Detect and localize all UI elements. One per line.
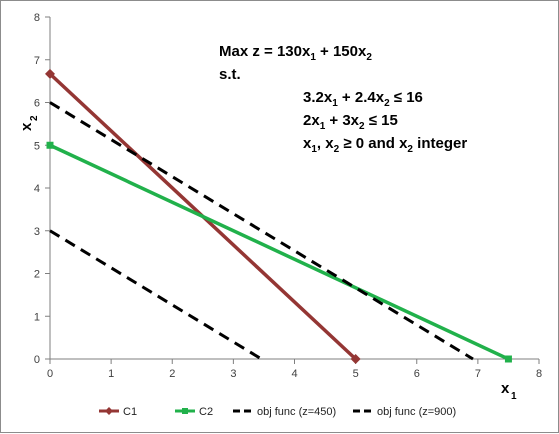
x-tick-label: 2 — [169, 368, 175, 380]
annotation-run: 3.2x — [303, 89, 333, 106]
y-tick-label: 0 — [34, 354, 40, 366]
x-tick-label: 7 — [475, 368, 481, 380]
x-tick-label: 3 — [230, 368, 236, 380]
y-axis-label-group: x2 — [18, 115, 40, 131]
x-tick-label: 1 — [108, 368, 114, 380]
annotation-run: x — [303, 135, 312, 152]
annotation-run: s.t. — [219, 66, 241, 83]
annotation-line-2: 3.2x1 + 2.4x2 ≤ 16 — [303, 89, 423, 109]
annotation-subscript: 2 — [407, 144, 413, 155]
y-tick-label: 6 — [34, 98, 40, 110]
legend-layer: C1 C2 obj func (z=450) obj func (z=900) — [99, 406, 456, 418]
annotation-subscript: 1 — [311, 144, 317, 155]
y-tick-label: 3 — [34, 226, 40, 238]
series-point-1 — [504, 355, 512, 363]
x-tick-label: 5 — [353, 368, 359, 380]
series-line-3 — [49, 101, 474, 361]
annotation-subscript: 1 — [310, 52, 316, 63]
y-tick-label: 8 — [34, 12, 40, 24]
y-tick-label: 2 — [34, 269, 40, 281]
series-line-1 — [49, 143, 510, 361]
legend-label-2: obj func (z=450) — [257, 406, 336, 418]
annotation-run: integer — [413, 135, 467, 152]
x-axis-label: x — [501, 380, 510, 397]
annotation-run: ≥ 0 and x — [339, 135, 408, 152]
annotation-run: Max z = 130x — [219, 43, 311, 60]
annotation-run: + 3x — [325, 112, 359, 129]
x-tick-label: 6 — [414, 368, 420, 380]
legend-label-3: obj func (z=900) — [377, 406, 456, 418]
annotation-line-4: x1, x2 ≥ 0 and x2 integer — [303, 135, 467, 155]
series-point-1 — [46, 141, 54, 149]
series-point-0 — [350, 354, 361, 364]
annotation-subscript: 2 — [384, 98, 390, 109]
x-axis-label-sub: 1 — [511, 391, 517, 402]
annotation-run: ≤ 15 — [365, 112, 398, 129]
annotation-line-0: Max z = 130x1 + 150x2 — [219, 43, 372, 63]
y-axis-label: x — [18, 122, 35, 131]
y-tick-label: 5 — [34, 140, 40, 152]
series-line-2 — [49, 229, 263, 361]
annotation-run: , x — [317, 135, 334, 152]
x-tick-label: 4 — [291, 368, 297, 380]
y-tick-label: 7 — [34, 55, 40, 67]
annotation-subscript: 1 — [320, 121, 326, 132]
annotation-run: + 2.4x — [338, 89, 385, 106]
y-axis-label-sub: 2 — [29, 115, 40, 121]
x-tick-label: 0 — [47, 368, 53, 380]
series-point-0 — [45, 68, 55, 79]
annotation-subscript: 2 — [366, 52, 372, 63]
legend-marker-0 — [105, 407, 113, 415]
annotation-subscript: 2 — [359, 121, 365, 132]
y-tick-label: 1 — [34, 311, 40, 323]
annotation-run: ≤ 16 — [390, 89, 423, 106]
annotation-subscript: 1 — [332, 98, 338, 109]
annotation-run: + 150x — [316, 43, 367, 60]
annotation-line-1: s.t. — [219, 66, 241, 83]
annotation-subscript: 2 — [334, 144, 340, 155]
annotation-line-3: 2x1 + 3x2 ≤ 15 — [303, 112, 398, 132]
legend-marker-1 — [182, 408, 188, 414]
series-layer — [45, 68, 512, 364]
legend-label-0: C1 — [123, 406, 137, 418]
y-tick-label: 4 — [34, 183, 40, 195]
legend-label-1: C2 — [199, 406, 213, 418]
x-tick-label: 8 — [536, 368, 542, 380]
annotation-run: 2x — [303, 112, 320, 129]
